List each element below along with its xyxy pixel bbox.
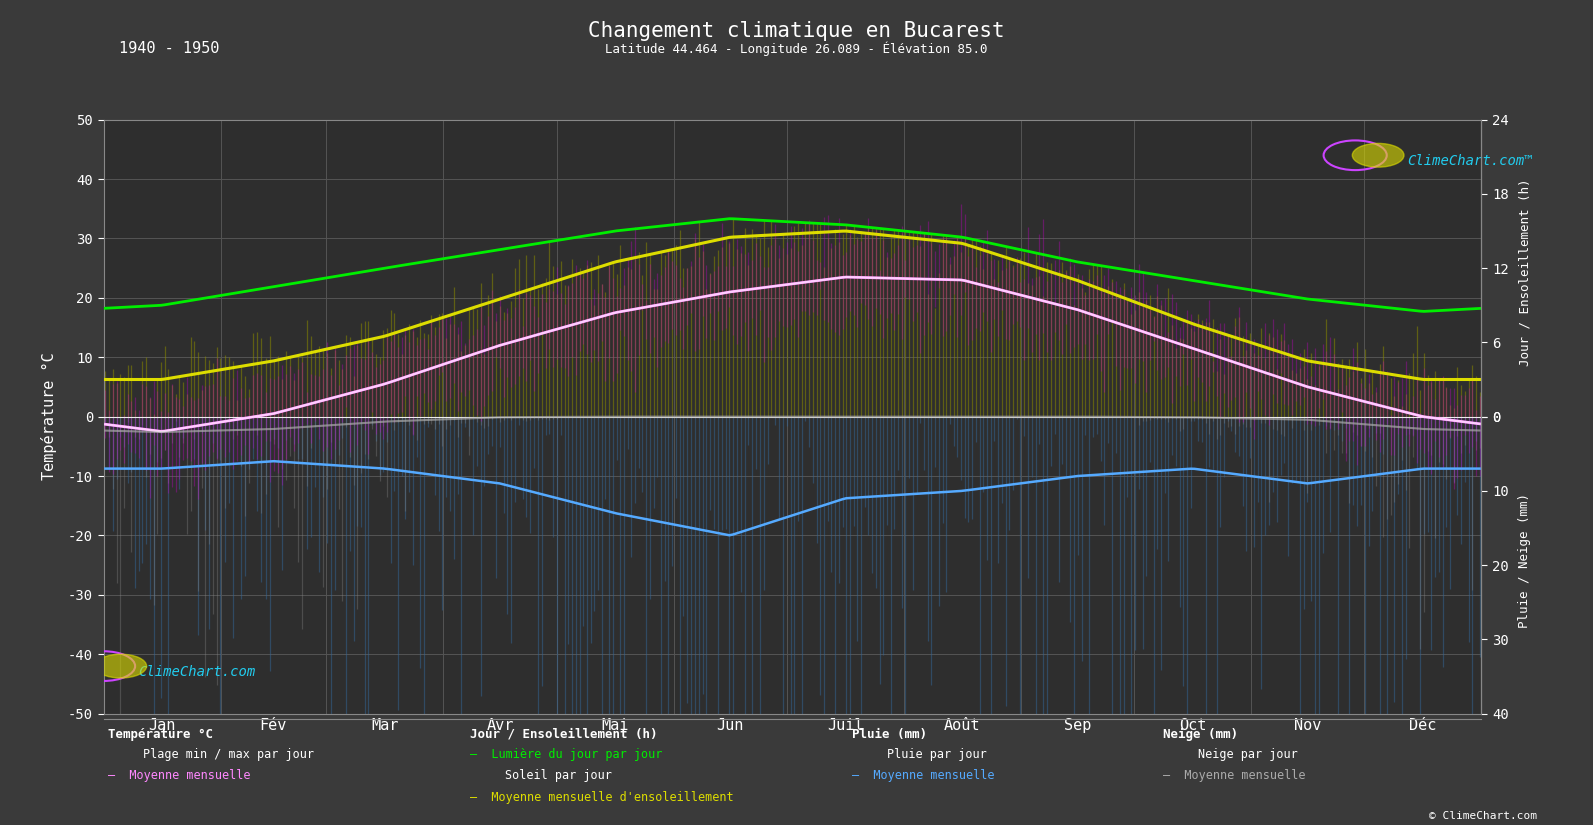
Text: Latitude 44.464 - Longitude 26.089 - Élévation 85.0: Latitude 44.464 - Longitude 26.089 - Élé… xyxy=(605,41,988,56)
Text: Plage min / max par jour: Plage min / max par jour xyxy=(143,747,314,761)
Text: Neige par jour: Neige par jour xyxy=(1198,747,1298,761)
Text: Soleil par jour: Soleil par jour xyxy=(505,769,612,782)
Text: —  Moyenne mensuelle d'ensoleillement: — Moyenne mensuelle d'ensoleillement xyxy=(470,791,733,804)
Text: Neige (mm): Neige (mm) xyxy=(1163,728,1238,741)
Text: © ClimeChart.com: © ClimeChart.com xyxy=(1429,811,1537,821)
Text: —  Moyenne mensuelle: — Moyenne mensuelle xyxy=(1163,769,1305,782)
Text: —  Moyenne mensuelle: — Moyenne mensuelle xyxy=(108,769,250,782)
Ellipse shape xyxy=(96,654,147,678)
Text: ClimeChart.com™: ClimeChart.com™ xyxy=(1407,154,1532,168)
Text: —  Lumière du jour par jour: — Lumière du jour par jour xyxy=(470,747,663,761)
Text: Température °C: Température °C xyxy=(108,728,213,741)
Text: —  Moyenne mensuelle: — Moyenne mensuelle xyxy=(852,769,994,782)
Text: Pluie (mm): Pluie (mm) xyxy=(852,728,927,741)
Y-axis label: Température °C: Température °C xyxy=(41,353,57,480)
Text: Changement climatique en Bucarest: Changement climatique en Bucarest xyxy=(588,21,1005,40)
Text: Jour / Ensoleillement (h): Jour / Ensoleillement (h) xyxy=(1518,178,1531,366)
Text: Pluie / Neige (mm): Pluie / Neige (mm) xyxy=(1518,493,1531,629)
Text: Jour / Ensoleillement (h): Jour / Ensoleillement (h) xyxy=(470,728,658,741)
Ellipse shape xyxy=(1352,144,1403,167)
Text: ClimeChart.com: ClimeChart.com xyxy=(139,665,255,679)
Text: 1940 - 1950: 1940 - 1950 xyxy=(119,41,220,56)
Text: Pluie par jour: Pluie par jour xyxy=(887,747,988,761)
